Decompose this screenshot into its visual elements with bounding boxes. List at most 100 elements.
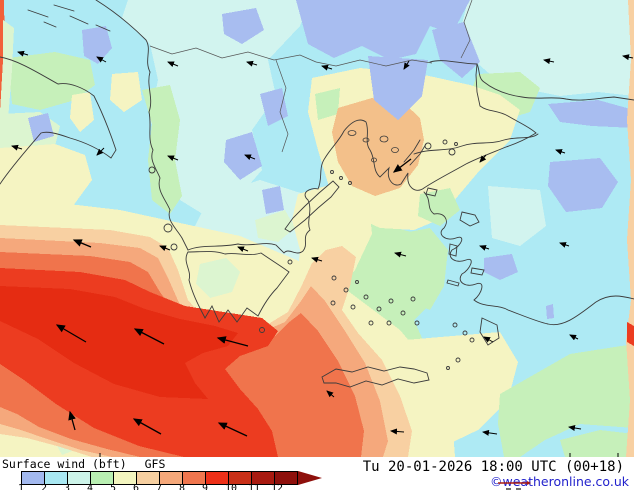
wind-speed-region-periwinkle [432,22,480,78]
coastline [95,0,189,251]
wind-speed-region-periwinkle [548,158,618,212]
island [170,243,178,251]
coastline [423,191,634,326]
weather-map [0,0,634,457]
wind-speed-region-periwinkle [224,132,262,180]
wind-arrow [311,256,323,263]
map-title: Surface wind (bft) GFS [2,457,165,471]
legend-tick-label: 4 [87,483,94,490]
wind-speed-region-pale_cyan [458,0,634,96]
legend-tick-label: 7 [156,483,163,490]
legend-cell-4 [91,472,114,484]
country-border [460,0,473,59]
wind-arrow [167,155,179,162]
island [469,337,475,343]
coastline [43,21,57,28]
wind-arrow [569,334,579,341]
wind-speed-region-periwinkle [262,186,284,214]
wind-speed-region-cream [110,72,142,112]
wind-speed-region-periwinkle [548,100,634,128]
island [350,304,356,310]
wind-arrow [479,245,490,251]
legend-cell-2 [45,472,68,484]
island [330,300,336,306]
island [454,142,458,146]
island [479,317,500,346]
lake [371,157,377,163]
wind-speed-region-periwinkle [368,56,428,120]
wind-speed-region-deep_red [0,286,238,399]
coastline [27,9,49,18]
island [343,287,349,293]
legend-cell-7 [160,472,183,484]
coastline [69,15,89,25]
island [424,142,432,150]
wind-speed-region-light_green [196,258,240,298]
country-border [275,59,289,153]
island [452,322,458,328]
legend-cell-5 [114,472,137,484]
wind-arrow [483,336,494,343]
country-borders [149,0,473,153]
island [348,181,352,185]
island [455,357,461,363]
wind-arrow [237,246,249,253]
wind-arrow [68,410,76,431]
wind-arrow [167,61,179,68]
lake [391,147,399,153]
wind-arrow [96,56,107,63]
legend-cell-3 [68,472,91,484]
wind-speed-region-periwinkle [82,26,112,64]
wind-arrow [482,429,498,436]
wind-arrow [217,422,248,437]
wind-speed-region-periwinkle [296,0,470,60]
wind-arrow [96,147,105,156]
legend-tick-label: 11 [248,483,261,490]
wind-arrow [555,149,566,155]
legend-tick-label: 8 [179,483,186,490]
island [331,275,337,281]
wind-arrow [72,239,92,248]
coastline [403,139,421,163]
legend-footer: Surface wind (bft) GFS 1 2 3 4 5 6 7 8 9 10 11 12 Tu… [0,457,634,490]
wind-speed-region-green [142,85,182,214]
island [442,139,448,145]
wind-speed-region-cream [70,92,94,132]
island [355,280,359,284]
coastline [53,4,75,12]
island [400,310,406,316]
island [448,148,456,156]
wind-arrow [392,158,412,173]
wind-speed-region-green [398,228,448,310]
wind-speed-region-green [418,188,460,226]
island [410,296,416,302]
legend-tick-label: 6 [133,483,140,490]
legend-bar [21,471,298,485]
legend-tick-label: 9 [202,483,209,490]
wind-speed-region-light_green [0,20,14,148]
coastline [187,119,537,254]
wind-arrow [390,428,405,435]
wind-arrow [559,242,570,248]
wind-speed-region-periwinkle [546,304,554,319]
wind-arrow [132,418,162,435]
timestamp-label: Tu 20-01-2026 18:00 UTC (00+18) [362,459,624,475]
coastline [413,133,539,155]
wind-arrow [394,251,407,258]
frame-ticks [99,453,619,457]
island [363,294,369,300]
island [470,267,485,276]
legend-cell-8 [183,472,206,484]
wind-speed-region-red [627,322,634,346]
lake [362,137,370,143]
lake [379,135,389,143]
island [462,330,468,336]
red-underline-artifact [498,481,531,490]
wind-arrow [11,144,23,151]
legend-cell-12 [275,472,297,484]
legend-tick-label: 12 [271,483,284,490]
wind-arrow [133,328,165,345]
wind-arrow [568,425,582,431]
wind-speed-region-green [315,88,340,120]
